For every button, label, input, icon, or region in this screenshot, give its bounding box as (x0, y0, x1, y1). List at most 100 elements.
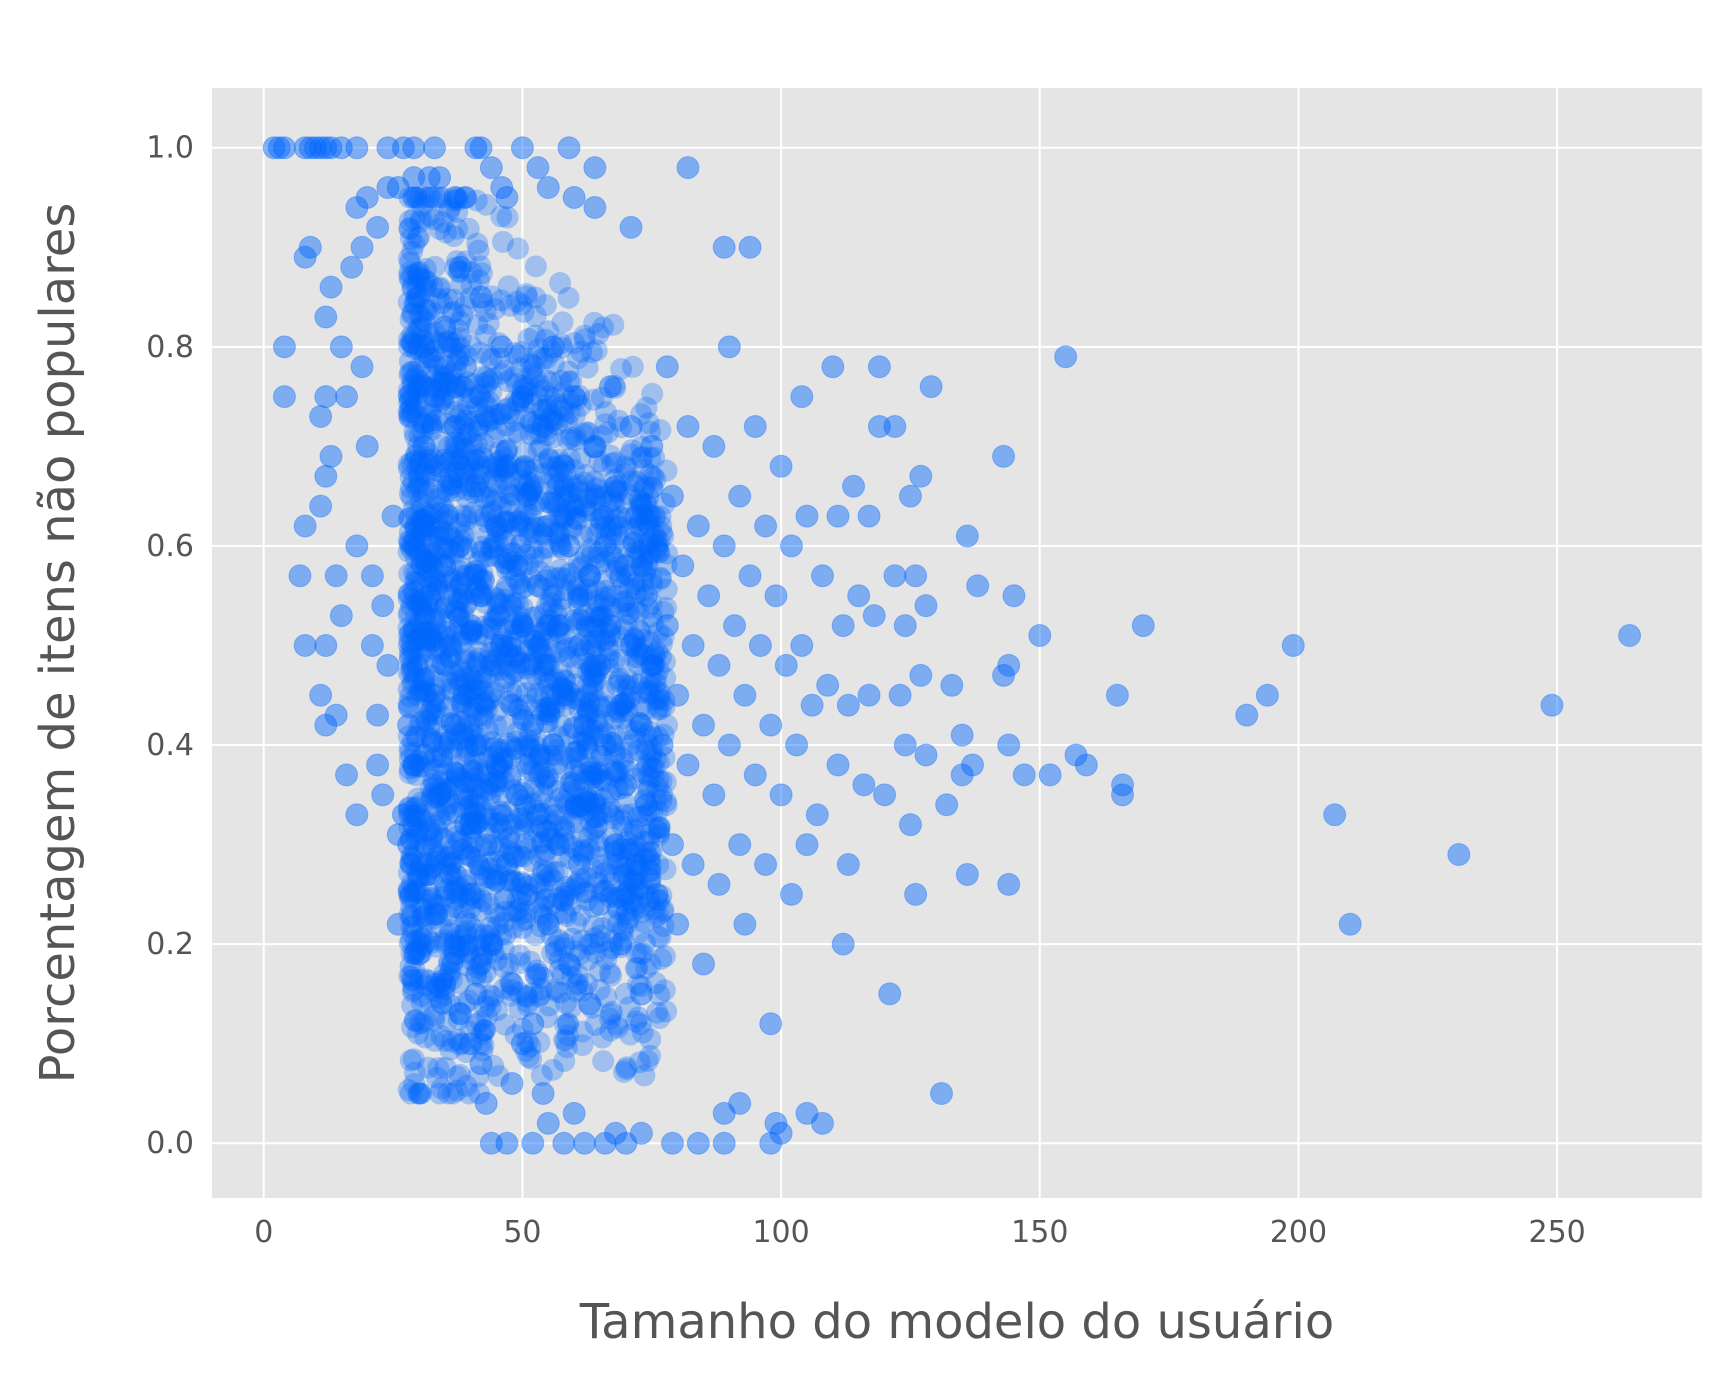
scatter-point-dense (580, 658, 603, 681)
scatter-point-dense (486, 530, 509, 553)
scatter-point-dense (457, 888, 480, 911)
scatter-point-dense (631, 549, 654, 572)
scatter-point-dense (451, 690, 474, 713)
scatter-point (536, 176, 560, 200)
scatter-point (417, 862, 441, 886)
scatter-point-dense (439, 570, 462, 593)
scatter-point-dense (567, 347, 590, 370)
scatter-point-dense (635, 755, 658, 778)
scatter-point-dense (501, 646, 524, 669)
scatter-point-dense (421, 629, 444, 652)
scatter-point-dense (639, 1044, 662, 1067)
grid (212, 88, 1702, 1198)
scatter-point-dense (477, 476, 500, 499)
scatter-point-dense (486, 699, 509, 722)
scatter-point-dense (543, 668, 566, 691)
scatter-point-dense (619, 443, 642, 466)
scatter-point-dense (649, 505, 672, 528)
scatter-point (790, 633, 814, 657)
scatter-point-dense (586, 829, 609, 852)
scatter-point (1618, 624, 1642, 648)
scatter-point-dense (585, 710, 608, 733)
scatter-point-dense (487, 646, 510, 669)
scatter-point (733, 683, 757, 707)
scatter-point-dense (481, 455, 504, 478)
scatter-point (329, 604, 353, 628)
scatter-point-dense (462, 831, 485, 854)
scatter-point-dense (401, 369, 424, 392)
y-tick-label: 0.2 (146, 927, 194, 962)
scatter-point-dense (525, 345, 548, 368)
scatter-point-dense (401, 302, 424, 325)
scatter-point (454, 355, 478, 379)
scatter-point-dense (576, 661, 599, 684)
scatter-point (593, 534, 617, 558)
scatter-point-dense (449, 556, 472, 579)
scatter-point-dense (466, 313, 489, 336)
scatter-point-dense (506, 514, 529, 537)
scatter-point-dense (433, 828, 456, 851)
x-tick-label: 250 (1529, 1215, 1586, 1250)
scatter-point-dense (545, 456, 568, 479)
scatter-point-dense (573, 328, 596, 351)
scatter-point-dense (537, 627, 560, 650)
scatter-point-dense (490, 758, 513, 781)
scatter-point (505, 554, 529, 578)
scatter-point-dense (468, 733, 491, 756)
scatter-point-dense (508, 897, 531, 920)
scatter-point-dense (600, 826, 623, 849)
scatter-point-dense (442, 661, 465, 684)
scatter-point (485, 753, 509, 777)
scatter-point-dense (619, 891, 642, 914)
x-tick-label: 200 (1270, 1215, 1327, 1250)
scatter-point-dense (446, 437, 469, 460)
scatter-point-dense (541, 1058, 564, 1081)
scatter-point-dense (557, 360, 580, 383)
scatter-point-dense (584, 941, 607, 964)
scatter-point-dense (473, 695, 496, 718)
scatter-point-dense (472, 569, 495, 592)
scatter-point-dense (444, 723, 467, 746)
scatter-point-dense (444, 479, 467, 502)
scatter-point-dense (545, 603, 568, 626)
scatter-point (893, 614, 917, 638)
scatter-point-dense (601, 731, 624, 754)
scatter-point-dense (538, 826, 561, 849)
scatter-point-dense (614, 792, 637, 815)
scatter-point-dense (536, 393, 559, 416)
scatter-point (510, 1032, 534, 1056)
scatter-point-dense (603, 479, 626, 502)
scatter-point-dense (568, 593, 591, 616)
scatter-point-dense (589, 924, 612, 947)
scatter-point-dense (454, 459, 477, 482)
scatter-point-dense (529, 744, 552, 767)
scatter-point-dense (638, 542, 661, 565)
scatter-point-dense (426, 606, 449, 629)
scatter-point-dense (437, 696, 460, 719)
scatter-point-dense (584, 624, 607, 647)
scatter-point-dense (629, 695, 652, 718)
scatter-point (660, 833, 684, 857)
scatter-point-dense (406, 591, 429, 614)
y-tick-label: 0.8 (146, 330, 194, 365)
scatter-point-dense (493, 552, 516, 575)
scatter-point (495, 853, 519, 877)
scatter-point-dense (446, 186, 469, 209)
scatter-point-dense (569, 447, 592, 470)
scatter-point-dense (454, 641, 477, 664)
scatter-point-dense (447, 897, 470, 920)
scatter-point-dense (627, 973, 650, 996)
scatter-point-dense (591, 854, 614, 877)
scatter-point-dense (405, 285, 428, 308)
scatter-point (567, 633, 591, 657)
scatter-point-dense (538, 994, 561, 1017)
scatter-point-dense (559, 955, 582, 978)
scatter-point-dense (472, 691, 495, 714)
scatter-point-dense (440, 362, 463, 385)
scatter-point-dense (563, 740, 586, 763)
scatter-point (505, 783, 529, 807)
scatter-point-dense (415, 710, 438, 733)
scatter-point-dense (521, 606, 544, 629)
scatter-point-dense (624, 957, 647, 980)
scatter-point-dense (484, 608, 507, 631)
